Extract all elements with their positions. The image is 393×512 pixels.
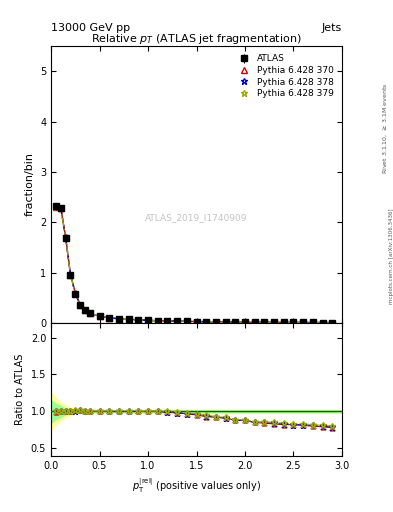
- Text: 13000 GeV pp: 13000 GeV pp: [51, 23, 130, 33]
- Text: mcplots.cern.ch [arXiv:1306.3436]: mcplots.cern.ch [arXiv:1306.3436]: [389, 208, 393, 304]
- Title: Relative $p_{T}$ (ATLAS jet fragmentation): Relative $p_{T}$ (ATLAS jet fragmentatio…: [91, 32, 302, 46]
- Legend: ATLAS, Pythia 6.428 370, Pythia 6.428 378, Pythia 6.428 379: ATLAS, Pythia 6.428 370, Pythia 6.428 37…: [231, 51, 338, 102]
- Y-axis label: fraction/bin: fraction/bin: [24, 153, 35, 217]
- Text: Rivet 3.1.10, $\geq$ 3.1M events: Rivet 3.1.10, $\geq$ 3.1M events: [381, 82, 389, 174]
- X-axis label: $p_{\mathrm{T}}^{|\mathrm{rel}|}$ (positive values only): $p_{\mathrm{T}}^{|\mathrm{rel}|}$ (posit…: [132, 476, 261, 495]
- Text: Jets: Jets: [321, 23, 342, 33]
- Text: ATLAS_2019_I1740909: ATLAS_2019_I1740909: [145, 213, 248, 222]
- Y-axis label: Ratio to ATLAS: Ratio to ATLAS: [15, 354, 25, 425]
